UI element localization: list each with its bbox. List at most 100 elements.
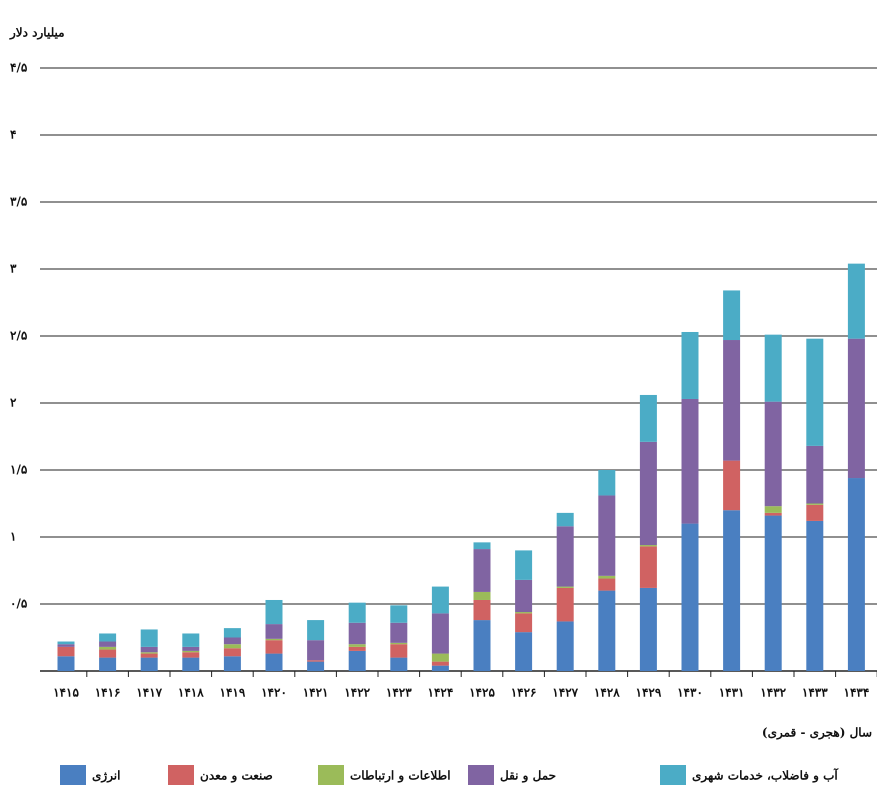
bar-segment xyxy=(515,612,532,613)
bar-segment xyxy=(515,632,532,671)
bar-segment xyxy=(515,613,532,632)
bar-segment xyxy=(723,340,740,461)
bar-segment xyxy=(598,495,615,575)
x-tick-label: ۱۴۱۸ xyxy=(178,686,204,700)
bar-segment xyxy=(349,644,366,647)
bar-segment xyxy=(640,395,657,442)
y-tick-label: ۳ xyxy=(10,262,17,276)
x-tick-label: ۱۴۳۱ xyxy=(719,686,745,700)
bar-segment xyxy=(474,592,491,600)
bar-segment xyxy=(307,620,324,640)
bar-segment xyxy=(515,580,532,612)
x-tick-label: ۱۴۲۰ xyxy=(261,686,287,700)
bar-segment xyxy=(474,600,491,620)
x-tick-label: ۱۴۲۲ xyxy=(344,686,370,700)
bar-segment xyxy=(182,647,199,651)
x-tick-label: ۱۴۲۳ xyxy=(386,686,412,700)
bar-segment xyxy=(848,264,865,339)
x-tick-label: ۱۴۱۷ xyxy=(136,686,162,700)
legend-label: صنعت و معدن xyxy=(200,769,273,784)
legend-swatch xyxy=(318,765,344,785)
bar-segment xyxy=(390,643,407,644)
legend-swatch xyxy=(660,765,686,785)
x-tick-label: ۱۴۲۴ xyxy=(428,686,454,700)
bar-segment xyxy=(307,660,324,661)
x-tick-label: ۱۴۳۲ xyxy=(760,686,786,700)
bar-segment xyxy=(307,662,324,671)
bar-segment xyxy=(182,633,199,646)
bar-segment xyxy=(765,335,782,402)
bar-segment xyxy=(806,446,823,504)
bar-segment xyxy=(640,442,657,545)
bar-segment xyxy=(349,647,366,651)
bar-segment xyxy=(806,504,823,505)
bar-segment xyxy=(266,639,283,640)
x-tick-label: ۱۴۳۴ xyxy=(844,686,870,700)
bar-segment xyxy=(723,461,740,511)
bar-segment xyxy=(58,644,75,647)
bar-segment xyxy=(390,658,407,671)
bar-segment xyxy=(432,662,449,666)
bar-segment xyxy=(390,623,407,643)
bar-segment xyxy=(474,549,491,592)
y-tick-label: ۲/۵ xyxy=(10,329,28,343)
bar-segment xyxy=(598,591,615,671)
bar-segment xyxy=(58,642,75,645)
x-tick-label: ۱۴۲۸ xyxy=(594,686,620,700)
bar-segment xyxy=(182,652,199,657)
bar-segment xyxy=(474,542,491,549)
bar-segment xyxy=(141,658,158,671)
legend-swatch xyxy=(468,765,494,785)
bar-segment xyxy=(224,644,241,648)
bar-segment xyxy=(474,620,491,671)
bar-segment xyxy=(598,579,615,591)
legend-label: انرژی xyxy=(92,769,120,784)
bar-segment xyxy=(806,521,823,671)
legend-label: حمل و نقل xyxy=(500,769,556,784)
bar-segment xyxy=(557,526,574,586)
bar-segment xyxy=(349,651,366,671)
x-tick-label: ۱۴۱۶ xyxy=(95,686,121,700)
y-tick-label: ۴ xyxy=(10,128,16,142)
y-tick-label: ۲ xyxy=(10,396,17,410)
bar-segment xyxy=(598,576,615,579)
bar-segment xyxy=(99,642,116,647)
bar-segment xyxy=(557,621,574,671)
x-tick-label: ۱۴۱۵ xyxy=(53,686,79,700)
legend-swatch xyxy=(60,765,86,785)
bar-segment xyxy=(806,505,823,521)
bar-segment xyxy=(141,652,158,653)
bar-segment xyxy=(806,339,823,446)
bar-segment xyxy=(390,605,407,622)
x-tick-label: ۱۴۳۳ xyxy=(802,686,828,700)
bar-segment xyxy=(765,506,782,513)
y-tick-label: ۴/۵ xyxy=(10,61,28,75)
bar-segment xyxy=(640,546,657,588)
bar-segment xyxy=(141,654,158,658)
bar-segment xyxy=(182,651,199,652)
bar-segment xyxy=(432,613,449,653)
bar-segment xyxy=(307,640,324,660)
bar-segment xyxy=(141,647,158,652)
x-tick-label: ۱۴۲۵ xyxy=(469,686,495,700)
x-tick-label: ۱۴۲۷ xyxy=(552,686,578,700)
chart: میلیارد دلار سال (هجری - قمری) ۰/۵۱۱/۵۲۲… xyxy=(0,0,877,792)
bar-segment xyxy=(598,470,615,495)
bar-segment xyxy=(99,650,116,658)
bar-segment xyxy=(848,478,865,671)
bar-segment xyxy=(58,647,75,656)
bar-segment xyxy=(848,339,865,478)
bar-segment xyxy=(266,624,283,639)
page: {"chart_data": {"type": "stacked_bar", "… xyxy=(0,0,877,792)
bar-segment xyxy=(99,658,116,671)
bar-segment xyxy=(557,588,574,622)
bar-segment xyxy=(390,644,407,657)
bar-segment xyxy=(224,656,241,671)
bar-segment xyxy=(640,588,657,671)
bar-segment xyxy=(266,640,283,653)
bar-segment xyxy=(99,647,116,650)
bar-segment xyxy=(432,587,449,614)
bar-segment xyxy=(141,629,158,646)
bar-segment xyxy=(266,654,283,671)
bar-segment xyxy=(515,550,532,579)
